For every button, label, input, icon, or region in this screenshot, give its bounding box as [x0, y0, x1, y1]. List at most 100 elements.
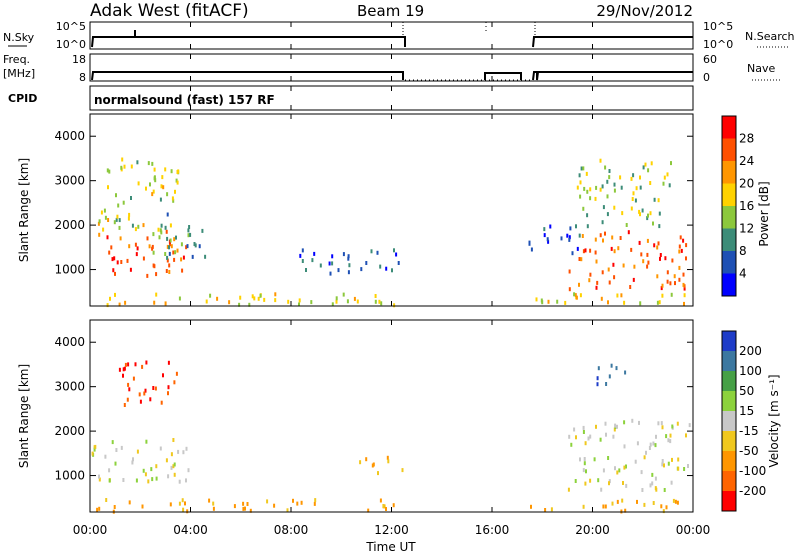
power-cell [602, 238, 604, 243]
velocity-colorbar-tick-label: -50 [739, 444, 759, 458]
velocity-cell [132, 457, 134, 462]
power-cell [342, 292, 345, 297]
power-cell [604, 231, 606, 236]
velocity-cell [618, 468, 621, 473]
power-cell [588, 278, 591, 283]
velocity-cell [172, 438, 175, 442]
cpid-panel: CPID normalsound (fast) 157 RF [8, 85, 694, 111]
cpid-text: normalsound (fast) 157 RF [94, 93, 275, 107]
power-cell [639, 212, 641, 217]
power-cell [583, 186, 586, 191]
power-cell [170, 244, 173, 249]
power-cell [313, 251, 316, 256]
power-cell [589, 248, 592, 253]
power-cell [547, 239, 550, 244]
power-cell [630, 247, 633, 252]
velocity-cell [105, 498, 108, 502]
power-cell [608, 169, 611, 173]
power-colorbar-frame [721, 115, 737, 297]
velocity-y-axis-label: Slant Range [km] [17, 364, 31, 468]
power-cell [131, 223, 134, 228]
velocity-cell [244, 506, 246, 511]
velocity-cell [624, 508, 627, 513]
velocity-cell [124, 362, 127, 367]
power-cell [586, 213, 589, 218]
velocity-cell [602, 504, 605, 509]
power-cell [166, 255, 169, 260]
velocity-cell [657, 421, 660, 426]
power-cell [169, 223, 172, 228]
noise-left-tick-top: 10^5 [56, 20, 86, 33]
velocity-cell [372, 462, 375, 467]
velocity-cell [661, 459, 664, 463]
power-cell [578, 257, 581, 261]
power-cell [166, 244, 169, 249]
velocity-cell [131, 460, 134, 465]
power-cell [633, 264, 636, 269]
station-title: Adak West (fitACF) [90, 1, 249, 21]
power-cell [393, 248, 395, 253]
power-cell [606, 179, 609, 184]
power-cell [647, 168, 650, 173]
power-cell [170, 169, 173, 174]
power-cell [393, 303, 396, 308]
velocity-cell [365, 457, 368, 462]
power-cell [169, 242, 171, 247]
power-cell [632, 277, 635, 282]
power-cell [127, 216, 130, 221]
power-cell [257, 296, 260, 301]
power-cell [619, 175, 622, 180]
date-title: 29/Nov/2012 [596, 2, 693, 20]
velocity-cell [597, 366, 600, 371]
power-cell [644, 162, 647, 167]
power-cell [205, 299, 208, 304]
power-cell [102, 227, 105, 232]
power-cell [535, 297, 538, 302]
velocity-colorbar-segment [722, 371, 736, 391]
velocity-cell [665, 434, 668, 439]
power-cell [671, 258, 674, 263]
time-axis: 00:00 04:00 08:00 12:00 16:00 20:00 00:00 [73, 22, 710, 537]
velocity-cell [661, 425, 664, 430]
power-cell [328, 261, 331, 266]
velocity-cell [648, 446, 651, 450]
power-cell [124, 300, 127, 305]
velocity-cell [649, 442, 652, 447]
power-cell [576, 246, 579, 251]
power-cell [607, 300, 609, 305]
power-cell [608, 175, 611, 180]
velocity-cell [614, 466, 616, 471]
power-cell [146, 236, 149, 241]
noise-sky-label: N.Sky [3, 31, 35, 44]
velocity-cell [242, 506, 245, 511]
power-colorbar-tick-label: 8 [739, 244, 747, 258]
velocity-cell [602, 468, 605, 473]
velocity-cell [649, 483, 652, 488]
power-cell [549, 224, 552, 229]
power-cell [397, 261, 400, 265]
velocity-cell [610, 363, 613, 368]
power-cell [117, 203, 120, 208]
velocity-cell [286, 508, 289, 513]
velocity-cell [300, 500, 303, 505]
power-cell [157, 227, 160, 232]
power-cell [287, 299, 290, 304]
power-cell [119, 236, 122, 241]
power-cell [178, 296, 181, 301]
power-cell [374, 294, 377, 298]
power-cell [160, 230, 163, 235]
power-cell [575, 295, 578, 300]
velocity-cell [126, 397, 129, 402]
velocity-cell [568, 434, 571, 439]
power-cell [589, 272, 592, 277]
velocity-cell [660, 504, 663, 509]
power-colorbar-tick-label: 16 [739, 199, 754, 213]
power-cell [656, 300, 659, 305]
power-cell [152, 232, 155, 237]
power-cell [251, 294, 254, 299]
power-cell [662, 181, 665, 186]
power-cell [560, 236, 563, 241]
power-cell [578, 233, 581, 238]
power-cell [103, 208, 106, 213]
velocity-cell [671, 457, 673, 462]
